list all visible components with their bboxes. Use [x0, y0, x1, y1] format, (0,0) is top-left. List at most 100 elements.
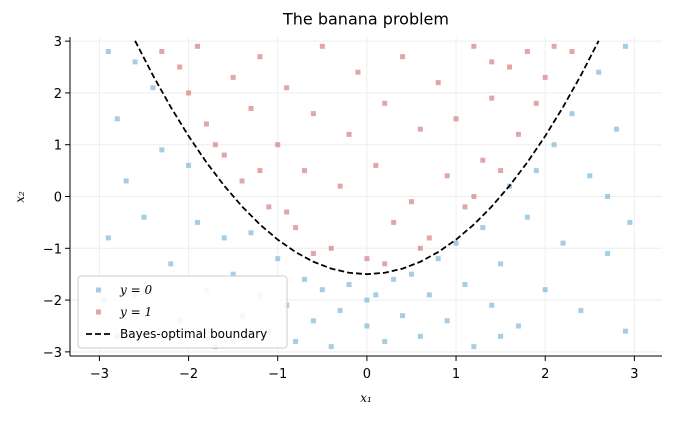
scatter-point — [614, 126, 620, 132]
scatter-point — [293, 225, 299, 231]
scatter-point — [542, 287, 548, 293]
legend-label: y = 0 — [119, 283, 152, 297]
scatter-point — [266, 204, 272, 210]
scatter-point — [186, 90, 192, 96]
scatter-point — [221, 152, 227, 158]
scatter-point — [560, 240, 566, 246]
scatter-point — [533, 100, 539, 106]
scatter-point — [301, 168, 307, 174]
scatter-point — [524, 214, 530, 220]
scatter-point — [400, 313, 406, 319]
scatter-point — [141, 214, 147, 220]
scatter-point — [319, 43, 325, 49]
scatter-point — [337, 307, 343, 313]
scatter-point — [471, 194, 477, 199]
scatter-point — [194, 219, 200, 225]
scatter-point — [212, 142, 218, 148]
scatter-point — [355, 69, 361, 75]
scatter-point — [123, 178, 129, 184]
legend-label: Bayes-optimal boundary — [120, 327, 267, 341]
scatter-point — [471, 344, 477, 350]
scatter-point — [328, 344, 334, 350]
scatter-point — [257, 168, 263, 174]
y-tick-label: −2 — [43, 294, 62, 309]
y-tick-label: 0 — [54, 191, 62, 206]
scatter-point — [462, 204, 468, 210]
x-tick-label: −2 — [179, 367, 198, 382]
scatter-point — [569, 111, 575, 117]
scatter-point — [480, 225, 486, 231]
scatter-point — [444, 173, 450, 179]
y-tick-label: 2 — [54, 87, 62, 102]
scatter-point — [551, 142, 557, 148]
x-tick-label: 0 — [363, 367, 371, 382]
scatter-point — [310, 318, 316, 324]
scatter-point — [373, 162, 379, 168]
scatter-point — [221, 235, 227, 241]
scatter-point — [150, 85, 156, 91]
scatter-point — [605, 250, 611, 256]
scatter-point — [569, 49, 575, 54]
scatter-point — [524, 49, 530, 54]
scatter-point — [498, 168, 504, 174]
scatter-point — [346, 282, 352, 288]
scatter-point — [105, 49, 111, 54]
scatter-point — [194, 43, 200, 49]
scatter-point — [159, 147, 165, 153]
scatter-point — [622, 328, 628, 334]
scatter-point — [551, 43, 557, 49]
scatter-point — [426, 235, 432, 241]
scatter-point — [471, 43, 477, 49]
scatter-point — [515, 131, 521, 137]
scatter-point — [480, 157, 486, 163]
scatter-point — [248, 230, 254, 236]
scatter-point — [310, 111, 316, 117]
scatter-point — [408, 199, 414, 205]
scatter-point — [275, 142, 281, 148]
x-tick-label: 1 — [452, 367, 460, 382]
legend-marker — [96, 309, 101, 315]
scatter-point — [605, 194, 611, 199]
scatter-point — [364, 256, 370, 262]
scatter-point — [489, 95, 495, 101]
scatter-point — [310, 250, 316, 256]
scatter-point — [622, 43, 628, 49]
scatter-point — [364, 297, 370, 303]
x-tick-label: −3 — [90, 367, 109, 382]
y-tick-label: 1 — [54, 139, 62, 154]
scatter-point — [257, 54, 263, 60]
scatter-point — [346, 131, 352, 137]
scatter-point — [408, 271, 414, 277]
scatter-point — [105, 235, 111, 241]
scatter-point — [203, 121, 209, 127]
scatter-point — [462, 282, 468, 288]
scatter-point — [400, 54, 406, 60]
scatter-point — [373, 292, 379, 298]
scatter-point — [132, 59, 138, 65]
scatter-point — [319, 287, 325, 293]
scatter-point — [382, 100, 388, 106]
scatter-point — [489, 302, 495, 308]
scatter-point — [391, 276, 397, 282]
scatter-point — [248, 105, 254, 111]
scatter-point — [284, 209, 290, 215]
scatter-point — [168, 261, 174, 267]
scatter-point — [489, 59, 495, 65]
scatter-point — [159, 49, 165, 54]
scatter-point — [186, 162, 192, 168]
scatter-point — [417, 333, 423, 339]
scatter-point — [382, 261, 388, 267]
x-tick-label: −1 — [268, 367, 287, 382]
scatter-point — [239, 178, 245, 184]
scatter-point — [364, 323, 370, 329]
scatter-point — [417, 245, 423, 251]
scatter-point — [435, 256, 441, 262]
scatter-point — [498, 261, 504, 267]
y-tick-label: −3 — [43, 346, 62, 361]
scatter-point — [114, 116, 120, 122]
scatter-point — [382, 339, 388, 344]
scatter-point — [515, 323, 521, 329]
scatter-point — [627, 219, 633, 225]
scatter-point — [328, 245, 334, 251]
